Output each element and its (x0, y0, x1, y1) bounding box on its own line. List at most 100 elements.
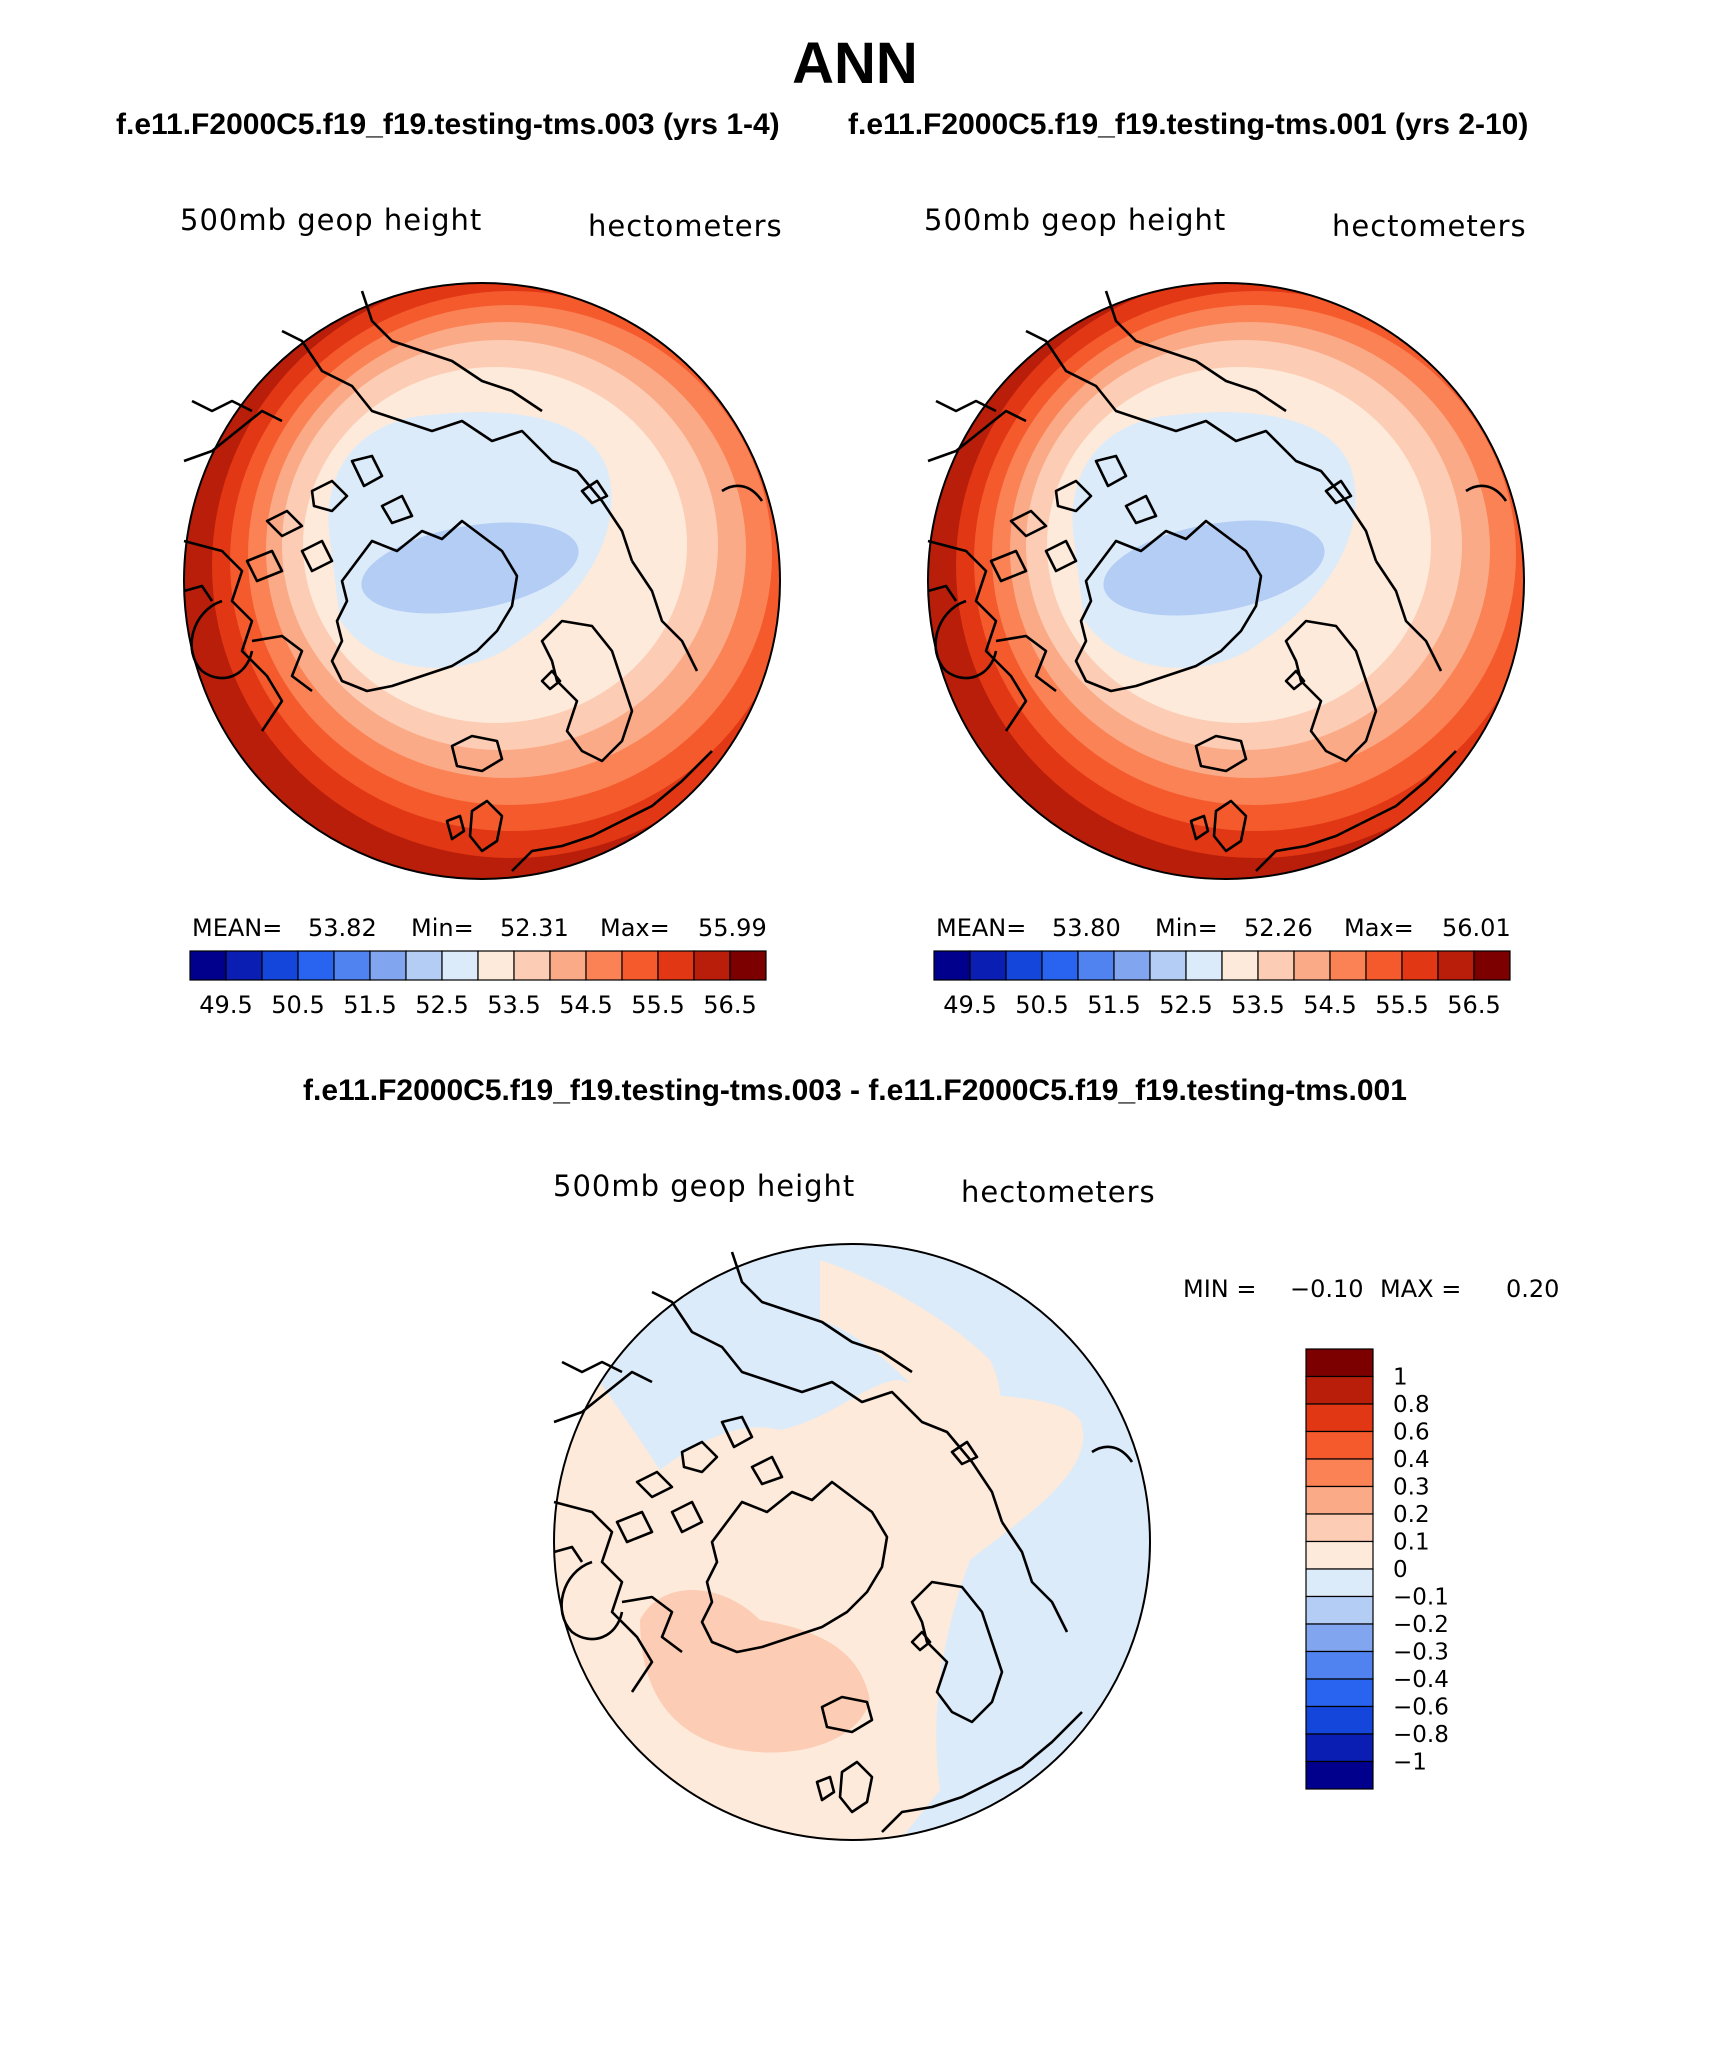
right-colorbar-swatch (1329, 950, 1367, 981)
left-colorbar-swatch (693, 950, 731, 981)
right-colorbar-tick-label: 51.5 (1087, 991, 1140, 1019)
difference-colorbar-tick-label: −0.4 (1393, 1667, 1449, 1693)
right-variable-label: 500mb geop height (924, 203, 1226, 237)
difference-colorbar-swatch (1305, 1623, 1374, 1653)
difference-colorbar-swatch (1305, 1678, 1374, 1708)
right-colorbar-swatch (1365, 950, 1403, 981)
difference-colorbar-swatch (1305, 1705, 1374, 1735)
right-max-label: Max= (1344, 914, 1414, 942)
difference-map (552, 1243, 1151, 1841)
left-colorbar-swatch (477, 950, 515, 981)
right-colorbar-swatch (969, 950, 1007, 981)
left-mean-value: 53.82 (308, 914, 377, 942)
left-colorbar: 49.5 50.5 51.5 52.5 53.5 54.5 55.5 56.5 (189, 950, 767, 1019)
difference-colorbar-tick-label: −0.2 (1393, 1612, 1449, 1638)
difference-colorbar-swatch (1305, 1375, 1374, 1405)
right-colorbar-swatch (1041, 950, 1079, 981)
difference-colorbar-swatch (1305, 1403, 1374, 1433)
difference-colorbar-swatch (1305, 1513, 1374, 1543)
difference-colorbar-swatch (1305, 1568, 1374, 1598)
right-colorbar-swatch (1401, 950, 1439, 981)
left-colorbar-tick-label: 50.5 (271, 991, 324, 1019)
difference-colorbar-swatch (1305, 1595, 1374, 1625)
page-title: ANN (792, 31, 918, 96)
right-colorbar-swatch (1185, 950, 1223, 981)
right-colorbar-swatch (1437, 950, 1475, 981)
left-colorbar-swatch (441, 950, 479, 981)
difference-colorbar-swatch (1305, 1650, 1374, 1680)
right-colorbar-swatch (1473, 950, 1511, 981)
left-min-label: Min= (411, 914, 474, 942)
right-colorbar-tick-label: 56.5 (1447, 991, 1500, 1019)
difference-colorbar-tick-label: −0.8 (1393, 1722, 1449, 1748)
right-min-label: Min= (1155, 914, 1218, 942)
difference-colorbar-swatch (1305, 1760, 1374, 1790)
difference-title: f.e11.F2000C5.f19_f19.testing-tms.003 - … (303, 1074, 1407, 1107)
diff-min-label: MIN = (1183, 1275, 1256, 1303)
left-colorbar-swatch (405, 950, 443, 981)
left-colorbar-swatch (189, 950, 227, 981)
difference-colorbar-swatch (1305, 1485, 1374, 1515)
left-colorbar-swatch (333, 950, 371, 981)
diff-min-value: −0.10 (1290, 1275, 1364, 1303)
left-colorbar-swatch (225, 950, 263, 981)
right-colorbar-tick-label: 49.5 (943, 991, 996, 1019)
difference-colorbar-tick-label: −1 (1393, 1750, 1427, 1776)
left-max-value: 55.99 (698, 914, 767, 942)
difference-colorbar-tick-label: 0.4 (1393, 1447, 1430, 1473)
left-map (182, 282, 781, 880)
left-max-label: Max= (600, 914, 670, 942)
difference-colorbar-tick-label: −0.3 (1393, 1640, 1449, 1666)
left-colorbar-tick-label: 49.5 (199, 991, 252, 1019)
right-max-value: 56.01 (1442, 914, 1511, 942)
diff-units-label: hectometers (961, 1175, 1156, 1209)
right-case-title: f.e11.F2000C5.f19_f19.testing-tms.001 (y… (848, 108, 1529, 141)
right-colorbar-tick-label: 52.5 (1159, 991, 1212, 1019)
right-colorbar: 49.5 50.5 51.5 52.5 53.5 54.5 55.5 56.5 (933, 950, 1511, 1019)
left-colorbar-tick-label: 53.5 (487, 991, 540, 1019)
left-variable-label: 500mb geop height (180, 203, 482, 237)
diff-max-label: MAX = (1380, 1275, 1461, 1303)
right-min-value: 52.26 (1244, 914, 1313, 942)
right-colorbar-swatch (1293, 950, 1331, 981)
left-colorbar-tick-label: 54.5 (559, 991, 612, 1019)
difference-colorbar-swatch (1305, 1458, 1374, 1488)
right-colorbar-swatch (933, 950, 971, 981)
left-colorbar-swatch (549, 950, 587, 981)
left-colorbar-tick-label: 55.5 (631, 991, 684, 1019)
difference-colorbar: 10.80.60.40.30.20.10−0.1−0.2−0.3−0.4−0.6… (1305, 1348, 1449, 1790)
difference-colorbar-tick-label: 0.8 (1393, 1392, 1430, 1418)
left-colorbar-tick-label: 56.5 (703, 991, 756, 1019)
right-mean-value: 53.80 (1052, 914, 1121, 942)
right-colorbar-swatch (1221, 950, 1259, 981)
right-colorbar-tick-label: 50.5 (1015, 991, 1068, 1019)
right-colorbar-swatch (1257, 950, 1295, 981)
difference-colorbar-tick-label: 0.2 (1393, 1502, 1430, 1528)
right-map (926, 282, 1525, 880)
right-colorbar-swatch (1149, 950, 1187, 981)
right-colorbar-swatch (1113, 950, 1151, 981)
difference-colorbar-swatch (1305, 1348, 1374, 1378)
left-colorbar-swatch (297, 950, 335, 981)
left-colorbar-swatch (621, 950, 659, 981)
left-colorbar-swatch (585, 950, 623, 981)
left-colorbar-tick-label: 52.5 (415, 991, 468, 1019)
left-colorbar-tick-label: 51.5 (343, 991, 396, 1019)
difference-colorbar-tick-label: 0.6 (1393, 1420, 1430, 1446)
left-colorbar-swatch (261, 950, 299, 981)
right-colorbar-swatch (1005, 950, 1043, 981)
difference-colorbar-swatch (1305, 1733, 1374, 1763)
difference-colorbar-tick-label: 0.3 (1393, 1475, 1430, 1501)
right-colorbar-tick-label: 55.5 (1375, 991, 1428, 1019)
difference-colorbar-tick-label: 0.1 (1393, 1530, 1430, 1556)
difference-colorbar-tick-label: 0 (1393, 1557, 1408, 1583)
left-min-value: 52.31 (500, 914, 569, 942)
diff-variable-label: 500mb geop height (553, 1169, 855, 1203)
diff-max-value: 0.20 (1506, 1275, 1559, 1303)
difference-colorbar-swatch (1305, 1540, 1374, 1570)
right-colorbar-swatch (1077, 950, 1115, 981)
left-colorbar-swatch (657, 950, 695, 981)
left-units-label: hectometers (588, 209, 783, 243)
right-mean-label: MEAN= (936, 914, 1026, 942)
